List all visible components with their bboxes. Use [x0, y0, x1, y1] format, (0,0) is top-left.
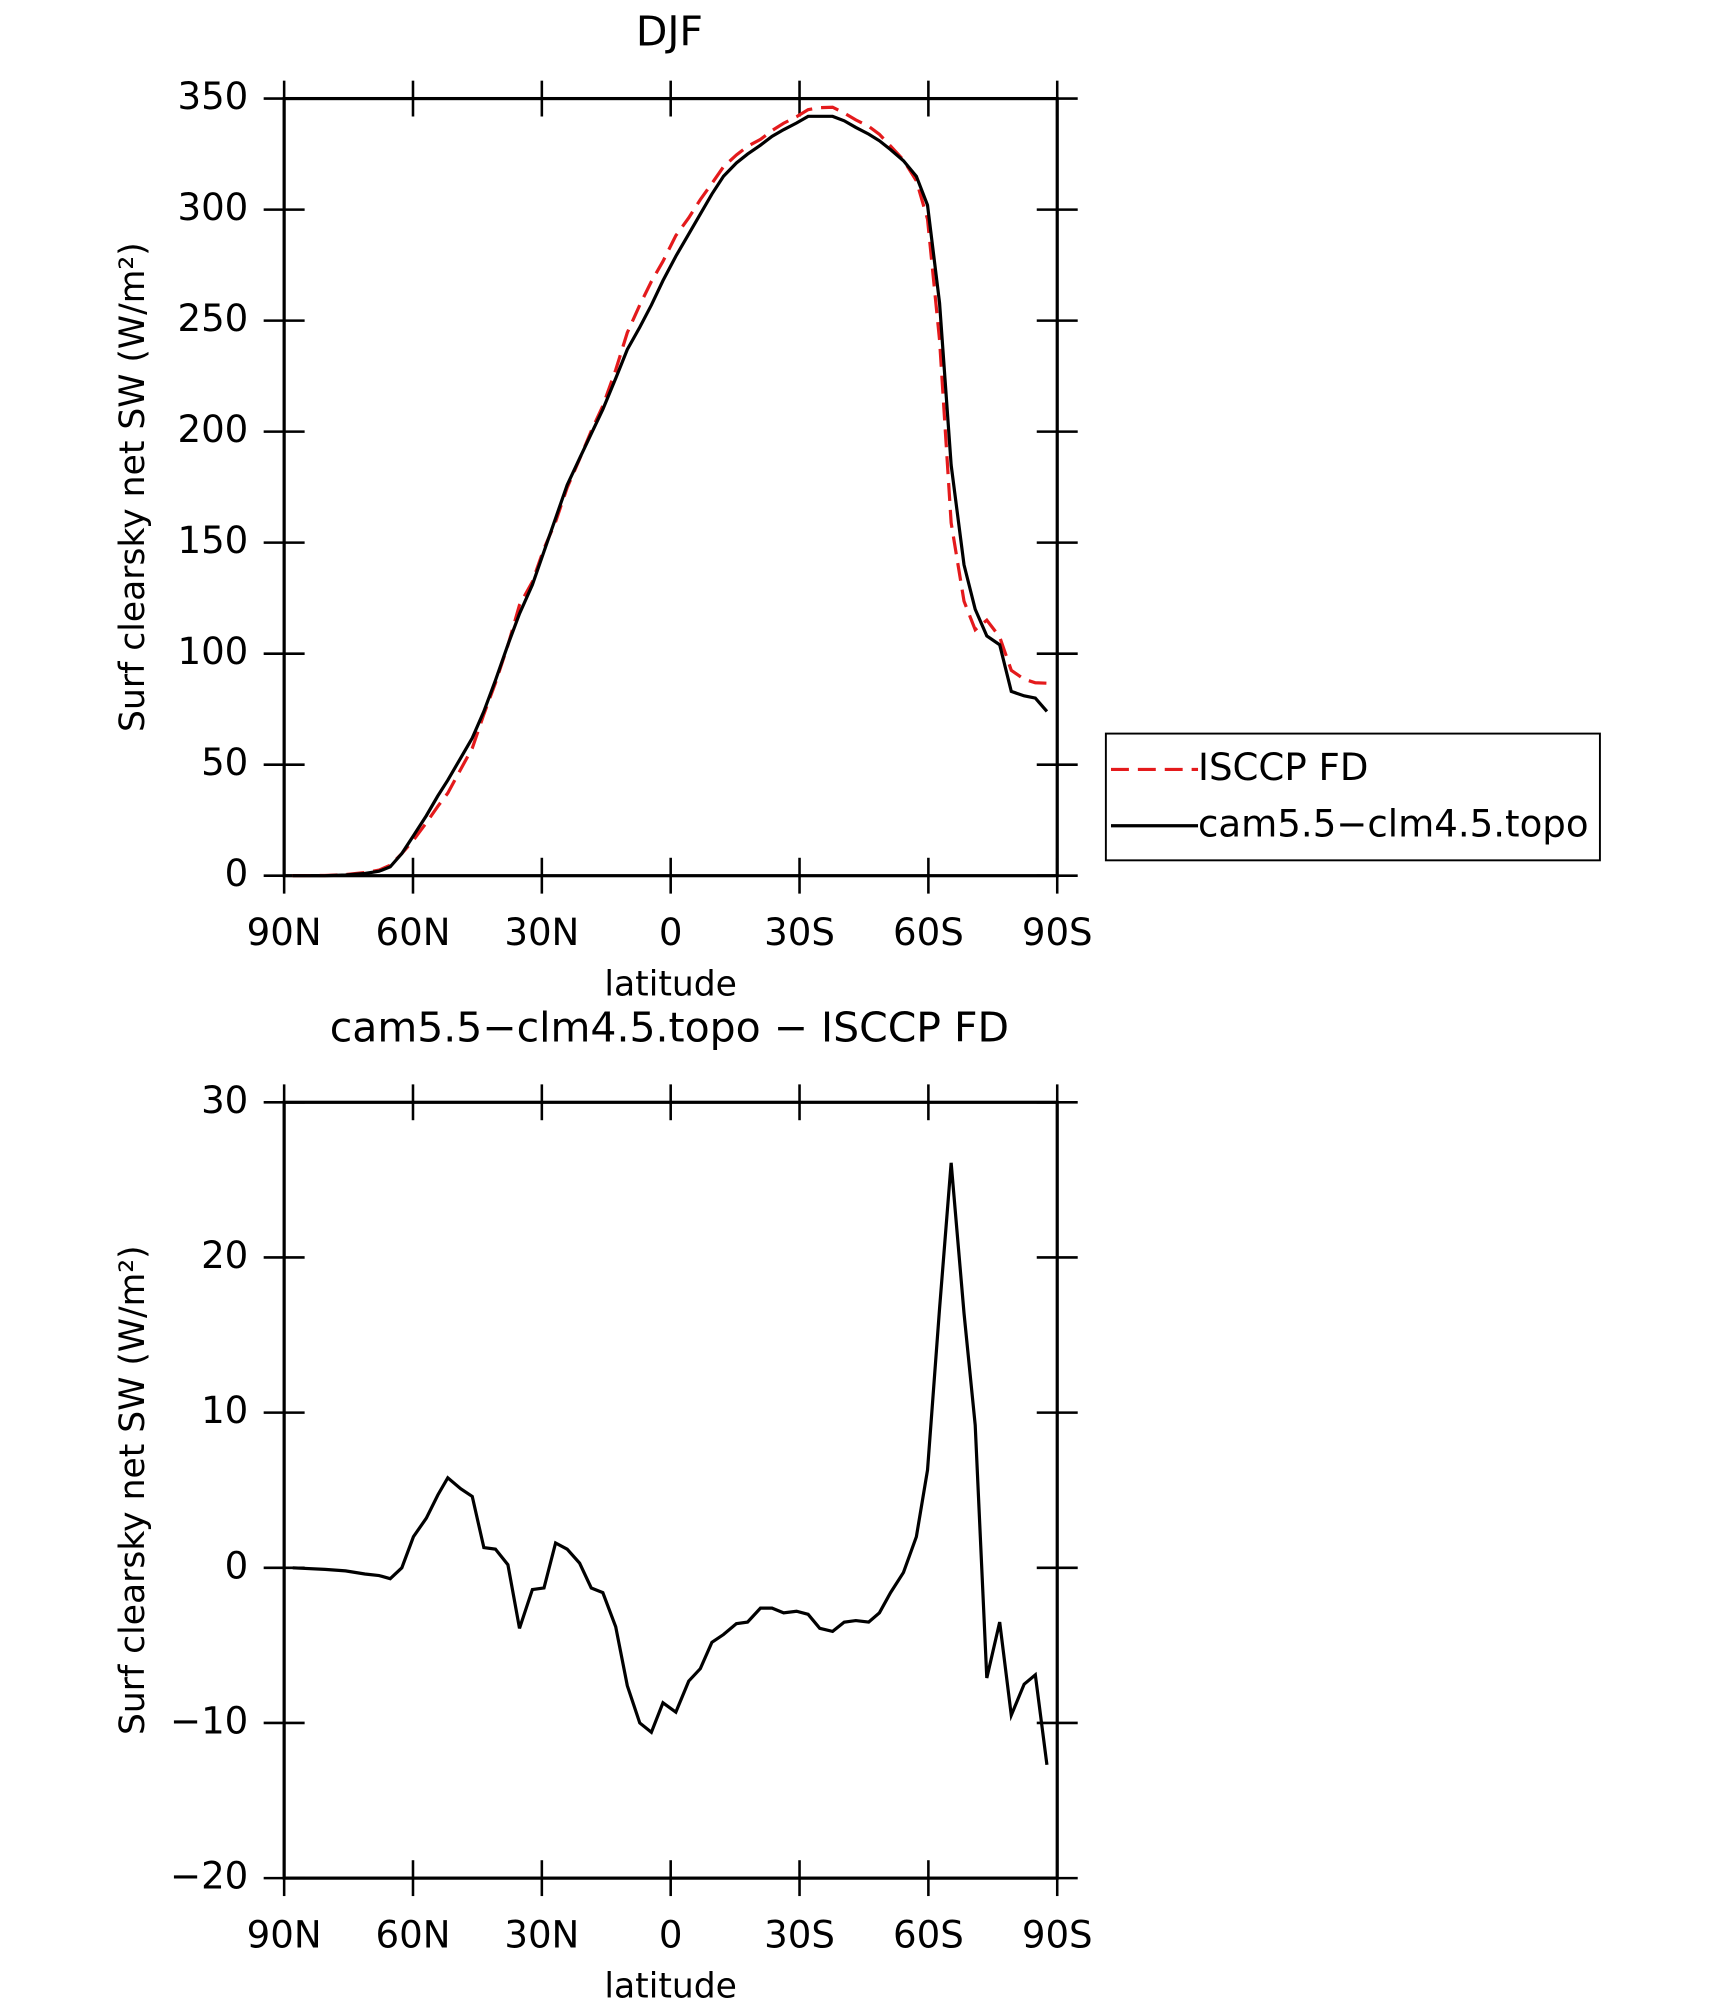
x-tick-label: 0: [659, 1914, 683, 1957]
x-tick-label: 30N: [504, 911, 579, 954]
x-tick-label: 90S: [1022, 911, 1093, 954]
y-tick-label: 300: [177, 186, 248, 229]
x-tick-label: 30N: [504, 1914, 579, 1957]
x-tick-label: 90N: [247, 1914, 322, 1957]
x-axis-label: latitude: [604, 1967, 737, 2007]
legend-box: [1104, 732, 1601, 862]
y-tick-label: 0: [225, 852, 249, 895]
y-tick-label: 30: [201, 1079, 248, 1122]
chart-title: cam5.5−clm4.5.topo − ISCCP FD: [330, 1004, 1009, 1052]
y-tick-label: 150: [177, 519, 248, 562]
y-axis-label: Surf clearsky net SW (W/m²): [113, 242, 153, 732]
y-tick-label: 200: [177, 408, 248, 451]
x-axis-label: latitude: [604, 964, 737, 1004]
data-line: [292, 1162, 1049, 1766]
legend-label: ISCCP FD: [1198, 746, 1368, 789]
y-tick-label: 100: [177, 630, 248, 673]
y-tick-label: −10: [170, 1699, 248, 1742]
y-tick-label: 50: [201, 741, 248, 784]
x-tick-label: 60N: [376, 1914, 451, 1957]
y-tick-label: −20: [170, 1855, 248, 1898]
x-tick-label: 30S: [764, 1914, 835, 1957]
x-tick-label: 0: [659, 911, 683, 954]
plot-frame: [282, 1100, 1059, 1880]
x-tick-label: 90S: [1022, 1914, 1093, 1957]
data-line: [292, 114, 1049, 878]
data-line: [292, 105, 1047, 878]
y-tick-label: 250: [177, 297, 248, 340]
x-tick-label: 90N: [247, 911, 322, 954]
x-tick-label: 60N: [376, 911, 451, 954]
chart-title: DJF: [636, 8, 703, 56]
y-tick-label: 10: [201, 1389, 248, 1432]
legend-label: cam5.5−clm4.5.topo: [1198, 802, 1589, 845]
x-tick-label: 60S: [893, 1914, 964, 1957]
x-tick-label: 60S: [893, 911, 964, 954]
plot-frame: [282, 96, 1059, 878]
x-tick-label: 30S: [764, 911, 835, 954]
y-tick-label: 350: [177, 75, 248, 118]
y-tick-label: 0: [225, 1544, 249, 1587]
y-axis-label: Surf clearsky net SW (W/m²): [113, 1245, 153, 1735]
y-tick-label: 20: [201, 1234, 248, 1277]
